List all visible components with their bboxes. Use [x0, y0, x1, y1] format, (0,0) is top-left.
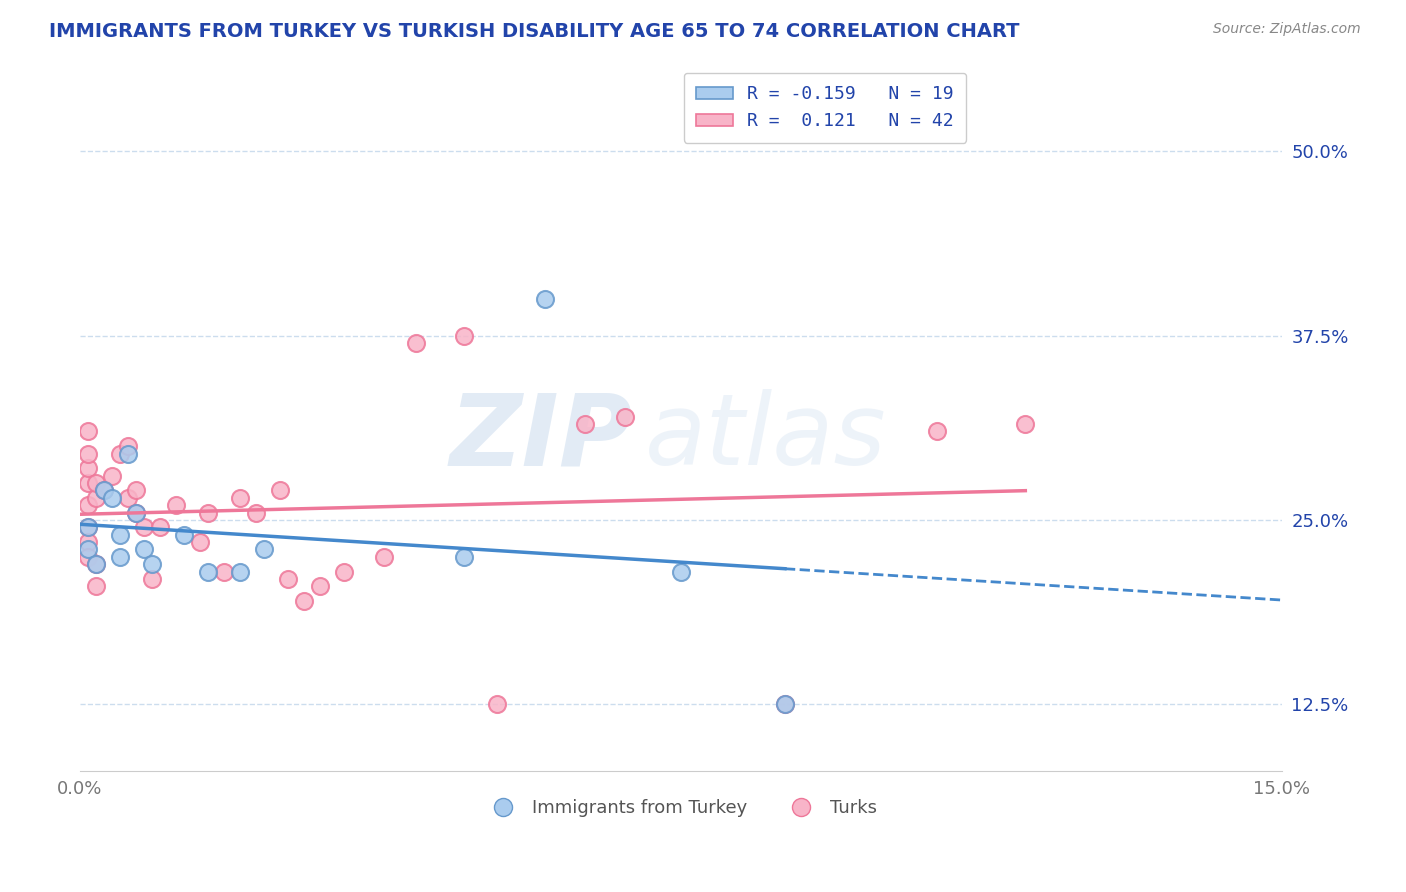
- Point: [197, 506, 219, 520]
- Point: [77, 520, 100, 534]
- Point: [77, 425, 100, 439]
- Point: [165, 498, 187, 512]
- Point: [84, 558, 107, 572]
- Point: [77, 542, 100, 557]
- Point: [149, 520, 172, 534]
- Point: [108, 549, 131, 564]
- Point: [141, 558, 163, 572]
- Point: [453, 549, 475, 564]
- Point: [101, 491, 124, 505]
- Point: [84, 579, 107, 593]
- Point: [197, 565, 219, 579]
- Point: [77, 535, 100, 549]
- Point: [84, 476, 107, 491]
- Point: [117, 439, 139, 453]
- Point: [141, 572, 163, 586]
- Point: [117, 491, 139, 505]
- Point: [108, 527, 131, 541]
- Point: [773, 698, 796, 712]
- Point: [212, 565, 235, 579]
- Point: [93, 483, 115, 498]
- Point: [613, 409, 636, 424]
- Point: [188, 535, 211, 549]
- Point: [77, 520, 100, 534]
- Point: [927, 425, 949, 439]
- Point: [309, 579, 332, 593]
- Point: [269, 483, 291, 498]
- Point: [453, 328, 475, 343]
- Point: [101, 468, 124, 483]
- Point: [373, 549, 395, 564]
- Point: [1014, 417, 1036, 431]
- Point: [485, 698, 508, 712]
- Point: [93, 483, 115, 498]
- Text: ZIP: ZIP: [450, 390, 633, 486]
- Point: [229, 491, 252, 505]
- Point: [84, 491, 107, 505]
- Point: [77, 446, 100, 460]
- Legend: Immigrants from Turkey, Turks: Immigrants from Turkey, Turks: [478, 791, 884, 824]
- Point: [77, 461, 100, 475]
- Text: atlas: atlas: [645, 390, 886, 486]
- Point: [132, 542, 155, 557]
- Text: Source: ZipAtlas.com: Source: ZipAtlas.com: [1213, 22, 1361, 37]
- Point: [77, 549, 100, 564]
- Point: [125, 506, 148, 520]
- Point: [84, 558, 107, 572]
- Point: [229, 565, 252, 579]
- Point: [77, 476, 100, 491]
- Point: [574, 417, 596, 431]
- Point: [669, 565, 692, 579]
- Point: [132, 520, 155, 534]
- Point: [292, 594, 315, 608]
- Point: [117, 446, 139, 460]
- Point: [173, 527, 195, 541]
- Point: [773, 698, 796, 712]
- Point: [245, 506, 267, 520]
- Point: [125, 483, 148, 498]
- Text: IMMIGRANTS FROM TURKEY VS TURKISH DISABILITY AGE 65 TO 74 CORRELATION CHART: IMMIGRANTS FROM TURKEY VS TURKISH DISABI…: [49, 22, 1019, 41]
- Point: [333, 565, 356, 579]
- Point: [77, 498, 100, 512]
- Point: [125, 506, 148, 520]
- Point: [277, 572, 299, 586]
- Point: [108, 446, 131, 460]
- Point: [533, 292, 555, 306]
- Point: [405, 335, 427, 350]
- Point: [253, 542, 276, 557]
